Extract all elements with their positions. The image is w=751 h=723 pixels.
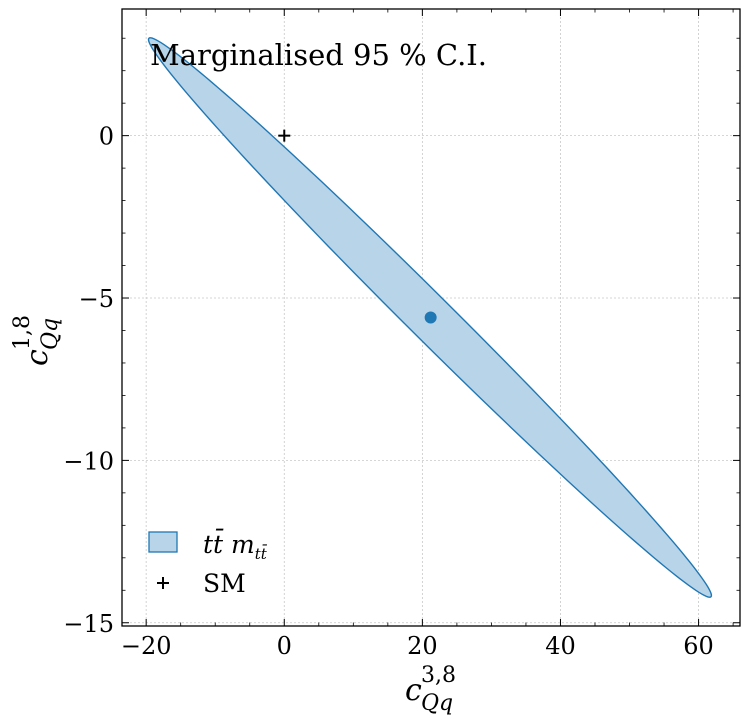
annotation-text: Marginalised 95 % C.I. [150, 38, 487, 72]
y-tick-label: 0 [99, 123, 114, 151]
x-axis-sub: Qq [421, 691, 453, 716]
legend-label-sm: SM [203, 569, 246, 598]
x-tick-label: 60 [683, 632, 714, 660]
x-tick-label: 40 [545, 632, 576, 660]
x-axis-sup: 3,8 [421, 663, 456, 688]
x-axis-base: c [405, 673, 422, 708]
legend: tt̄ mtt̄ SM [148, 530, 268, 598]
y-axis-sub: Qq [38, 318, 63, 350]
y-tick-label: −15 [63, 610, 114, 638]
legend-label-ttbar: tt̄ mtt̄ [203, 530, 268, 563]
ticks-layer: −20 0 20 40 60 −15 −10 −5 0 [63, 9, 740, 660]
x-tick-label: −20 [121, 632, 172, 660]
legend-sm-marker [157, 577, 169, 589]
sm-marker [278, 129, 291, 142]
legend-patch [148, 531, 178, 553]
y-axis-base: c [20, 349, 55, 366]
y-axis-title: c 1,8 Qq [10, 315, 63, 366]
y-axis-sup: 1,8 [10, 315, 35, 350]
y-tick-label: −10 [63, 447, 114, 475]
x-tick-label: 0 [277, 632, 292, 660]
x-tick-label: 20 [407, 632, 438, 660]
y-tick-label: −5 [79, 285, 114, 313]
x-axis-title: c 3,8 Qq [405, 663, 456, 716]
plot-frame [121, 8, 741, 627]
best-fit-point [424, 311, 437, 324]
